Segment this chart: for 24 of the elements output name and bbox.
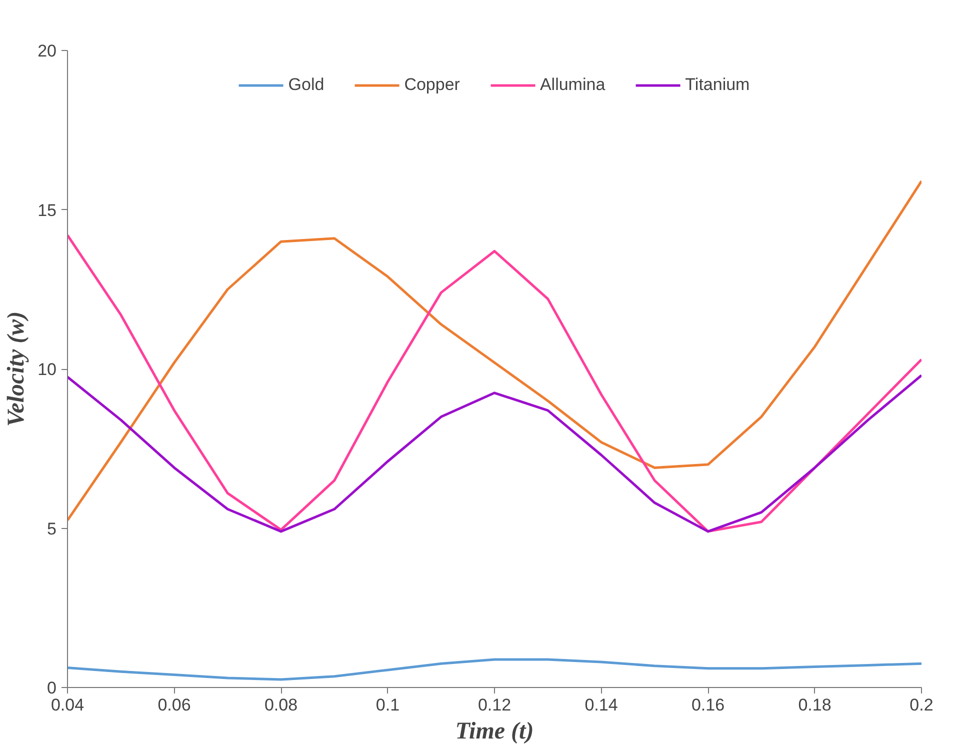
y-tick-label: 0 [47,678,57,698]
y-tick-label: 5 [47,519,57,538]
x-tick-label: 0.08 [264,696,298,714]
line-series [68,180,922,522]
legend-label: Gold [288,75,324,95]
legend-label: Titanium [685,75,750,95]
x-tick-label: 0.1 [376,696,400,714]
line-series [68,234,922,533]
line-series [68,374,922,533]
y-tick-label: 10 [38,360,57,379]
legend-label: Copper [404,75,460,95]
x-tick-label: 0.12 [478,696,512,714]
x-tick-label: 0.14 [584,696,618,714]
y-tick-label: 20 [38,42,57,60]
legend-label: Allumina [540,75,606,95]
x-tick-label: 0.16 [691,696,725,714]
x-tick-label: 0.2 [910,696,934,714]
y-tick-label: 15 [38,200,57,220]
x-axis-title: Time (t) [455,718,534,744]
y-axis-title: Velocity (w) [4,311,30,427]
x-tick-label: 0.18 [798,696,832,714]
x-tick-label: 0.06 [158,696,191,714]
x-tick-label: 0.04 [50,696,84,714]
line-series [68,658,922,681]
